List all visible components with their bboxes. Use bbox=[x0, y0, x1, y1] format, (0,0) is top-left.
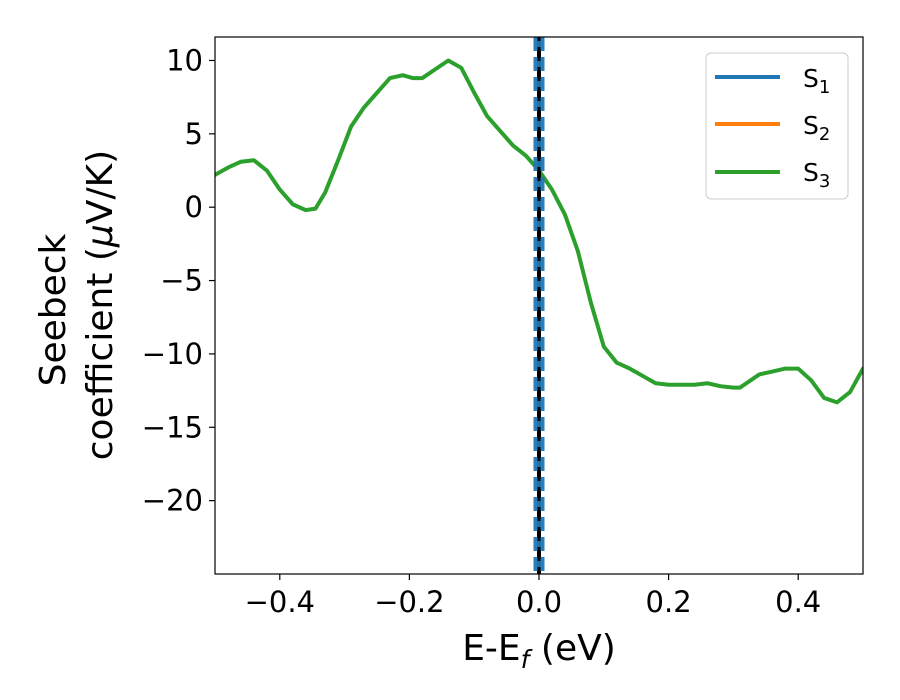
x-tick-label: 0.0 bbox=[516, 585, 562, 619]
y-tick-label: −15 bbox=[142, 410, 203, 444]
legend-label-s1-base: S bbox=[803, 64, 819, 93]
legend-label-s1: S1 bbox=[803, 64, 830, 98]
y-tick-label: 0 bbox=[185, 190, 203, 224]
x-axis-ticks: −0.4 −0.2 0.0 0.2 0.4 bbox=[245, 574, 821, 619]
legend-label-s1-sub: 1 bbox=[819, 77, 830, 98]
legend-label-s3-base: S bbox=[803, 158, 819, 187]
y-axis-title-line2: coefficient (μV/K) bbox=[80, 150, 121, 460]
y-axis-title-prefix: coefficient ( bbox=[80, 247, 121, 460]
y-tick-label: 5 bbox=[185, 117, 203, 151]
y-axis-title-suffix: V/K) bbox=[80, 150, 121, 224]
legend: S1 S2 S3 bbox=[705, 52, 849, 200]
legend-label-s3-sub: 3 bbox=[819, 171, 830, 192]
x-axis-title-base: E-E bbox=[462, 628, 520, 669]
y-tick-label: −20 bbox=[142, 484, 203, 518]
x-tick-label: 0.2 bbox=[646, 585, 692, 619]
y-tick-label: −5 bbox=[160, 264, 203, 298]
y-axis-title-line1: Seebeck bbox=[33, 233, 74, 386]
x-tick-label: −0.2 bbox=[374, 585, 444, 619]
legend-label-s2: S2 bbox=[803, 111, 830, 145]
y-axis-title-mu: μ bbox=[80, 224, 121, 248]
legend-label-s2-base: S bbox=[803, 111, 819, 140]
legend-label-s3: S3 bbox=[803, 158, 830, 192]
y-tick-label: 10 bbox=[166, 43, 203, 77]
x-axis-title-unit: (eV) bbox=[529, 628, 615, 669]
x-tick-label: 0.4 bbox=[775, 585, 821, 619]
x-tick-label: −0.4 bbox=[245, 585, 315, 619]
y-tick-label: −10 bbox=[142, 337, 203, 371]
x-axis-title: E-Ef (eV) bbox=[462, 628, 616, 674]
legend-label-s2-sub: 2 bbox=[819, 124, 830, 145]
y-axis-ticks: 10 5 0 −5 −10 −15 −20 bbox=[142, 43, 215, 518]
